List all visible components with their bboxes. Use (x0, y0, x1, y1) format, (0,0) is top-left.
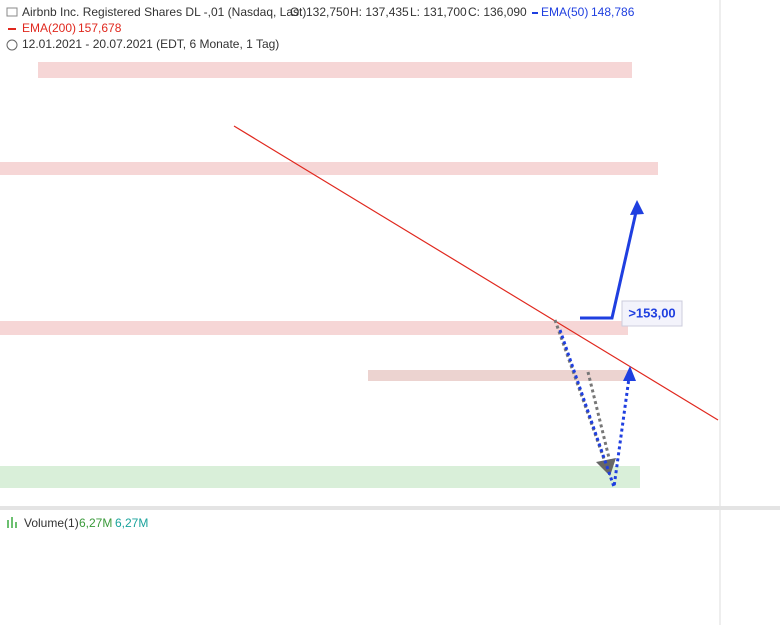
arrow-up (580, 211, 638, 320)
resistance-zone (0, 162, 658, 175)
panel-separator (0, 506, 780, 510)
legend-value: 148,786 (591, 5, 635, 19)
icon (6, 7, 18, 17)
annotation: >153,00 (628, 305, 675, 320)
target-zone (0, 466, 640, 488)
volume-legend: Volume(1) (24, 516, 79, 530)
arrow-dotted (558, 329, 631, 488)
ohlc: L: 131,700 (410, 5, 467, 19)
arrow-head (623, 366, 636, 381)
ohlc: O: 132,750 (290, 5, 350, 19)
resistance-zone (38, 62, 632, 78)
legend-entry: EMA(200) (22, 21, 76, 35)
annotation-box (621, 300, 683, 327)
icon (11, 517, 13, 528)
ohlc: C: 136,090 (468, 5, 527, 19)
legend-value: 157,678 (78, 21, 122, 35)
volume-legend-value: 6,27M (115, 516, 148, 530)
trendline (233, 125, 719, 421)
icon (15, 522, 17, 528)
clock-icon (6, 39, 18, 51)
support-zone (368, 370, 628, 381)
support-zone (0, 321, 628, 335)
date-range: 12.01.2021 - 20.07.2021 (EDT, 6 Monate, … (22, 37, 279, 51)
title: Airbnb Inc. Registered Shares DL -,01 (N… (22, 5, 306, 19)
volume-legend-value: 6,27M (79, 516, 112, 530)
legend: Airbnb Inc. Registered Shares DL -,01 (N… (6, 5, 635, 530)
legend-entry: EMA(50) (541, 5, 588, 19)
icon (7, 520, 9, 528)
drawings: >153,00 (233, 125, 719, 488)
arrow-head (630, 200, 644, 215)
ohlc: H: 137,435 (350, 5, 409, 19)
